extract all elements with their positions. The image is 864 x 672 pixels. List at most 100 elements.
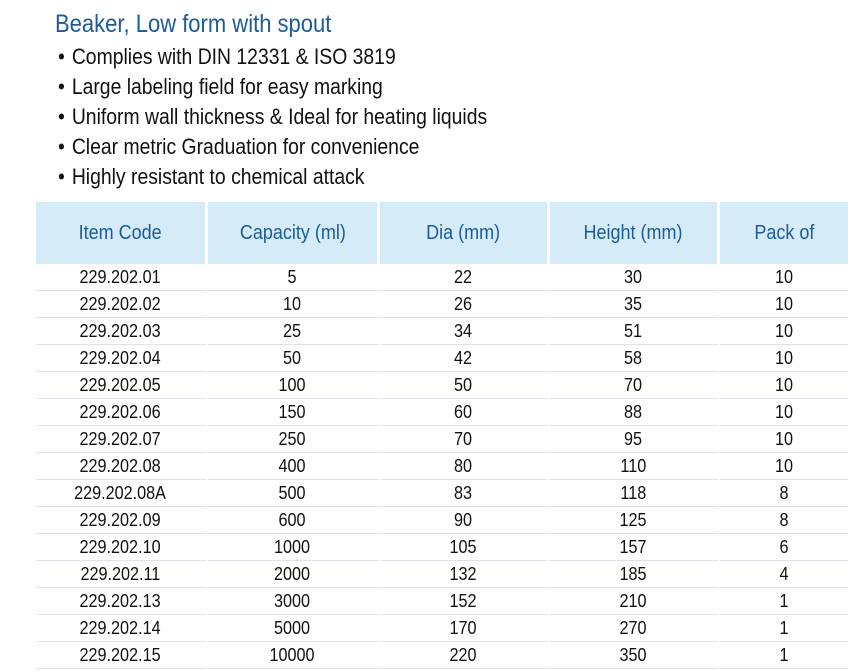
cell-text: 210 xyxy=(619,590,648,611)
header-text: Height (mm) xyxy=(583,221,683,244)
table-cell: 10 xyxy=(720,399,848,426)
table-cell: 90 xyxy=(380,507,550,534)
table-cell: 60 xyxy=(380,399,550,426)
table-cell: 229.202.08 xyxy=(36,453,208,480)
cell-text: 350 xyxy=(619,644,648,665)
cell-text: 229.202.13 xyxy=(79,590,162,611)
table-cell: 1000 xyxy=(208,534,380,561)
cell-text: 25 xyxy=(283,320,302,341)
cell-text: 8 xyxy=(779,482,789,503)
table-cell: 229.202.10 xyxy=(36,534,208,561)
table-cell: 229.202.14 xyxy=(36,615,208,642)
cell-text: 229.202.11 xyxy=(80,563,161,584)
table-cell: 229.202.03 xyxy=(36,318,208,345)
table-row: 229.202.01 5 22 30 10 xyxy=(36,264,848,291)
cell-text: 150 xyxy=(278,401,307,422)
table-cell: 185 xyxy=(550,561,720,588)
cell-text: 70 xyxy=(454,428,473,449)
cell-text: 10 xyxy=(774,401,794,422)
table-cell: 152 xyxy=(380,588,550,615)
table-cell: 229.202.08A xyxy=(36,480,208,507)
header-cell: Dia (mm) xyxy=(380,202,550,264)
cell-text: 152 xyxy=(449,590,478,611)
table-cell: 10000 xyxy=(208,642,380,669)
cell-text: 5 xyxy=(287,266,297,287)
table-cell: 42 xyxy=(380,345,550,372)
header-text: Dia (mm) xyxy=(426,221,501,244)
table-cell: 8 xyxy=(720,507,848,534)
cell-text: 42 xyxy=(454,347,473,368)
cell-text: 500 xyxy=(278,482,307,503)
cell-text: 105 xyxy=(449,536,478,557)
table-row: 229.202.09 600 90 125 8 xyxy=(36,507,848,534)
table-cell: 88 xyxy=(550,399,720,426)
table-cell: 8 xyxy=(720,480,848,507)
cell-text: 229.202.03 xyxy=(79,320,162,341)
table-cell: 30 xyxy=(550,264,720,291)
bullet: Complies with DIN 12331 & ISO 3819 xyxy=(58,43,487,73)
cell-text: 170 xyxy=(449,617,478,638)
bullet: Large labeling field for easy marking xyxy=(58,73,487,103)
table-cell: 229.202.04 xyxy=(36,345,208,372)
table-row: 229.202.15 10000 220 350 1 xyxy=(36,642,848,669)
table-cell: 10 xyxy=(720,318,848,345)
cell-text: 229.202.01 xyxy=(79,266,162,287)
spec-table: Item Code Capacity (ml) Dia (mm) Height (mm… xyxy=(36,202,848,669)
cell-text: 229.202.15 xyxy=(79,644,162,665)
cell-text: 26 xyxy=(454,293,473,314)
cell-text: 1000 xyxy=(274,536,311,557)
cell-text: 229.202.02 xyxy=(79,293,162,314)
table-cell: 95 xyxy=(550,426,720,453)
header-cell: Capacity (ml) xyxy=(208,202,380,264)
cell-text: 600 xyxy=(278,509,307,530)
cell-text: 8 xyxy=(779,509,789,530)
table-cell: 229.202.07 xyxy=(36,426,208,453)
table-cell: 229.202.02 xyxy=(36,291,208,318)
table-cell: 26 xyxy=(380,291,550,318)
table-row: 229.202.05 100 50 70 10 xyxy=(36,372,848,399)
table-cell: 118 xyxy=(550,480,720,507)
cell-text: 3000 xyxy=(274,590,311,611)
table-cell: 229.202.01 xyxy=(36,264,208,291)
table-row: 229.202.11 2000 132 185 4 xyxy=(36,561,848,588)
table-cell: 4 xyxy=(720,561,848,588)
table-row: 229.202.14 5000 170 270 1 xyxy=(36,615,848,642)
table-cell: 80 xyxy=(380,453,550,480)
table-cell: 83 xyxy=(380,480,550,507)
table-cell: 34 xyxy=(380,318,550,345)
table-cell: 35 xyxy=(550,291,720,318)
cell-text: 10 xyxy=(774,320,794,341)
header-text: Item Code xyxy=(78,221,163,244)
table-cell: 229.202.06 xyxy=(36,399,208,426)
cell-text: 229.202.06 xyxy=(79,401,162,422)
table-row: 229.202.07 250 70 95 10 xyxy=(36,426,848,453)
table-cell: 210 xyxy=(550,588,720,615)
table-cell: 132 xyxy=(380,561,550,588)
cell-text: 88 xyxy=(624,401,643,422)
table-cell: 51 xyxy=(550,318,720,345)
cell-text: 90 xyxy=(454,509,473,530)
table-row: 229.202.04 50 42 58 10 xyxy=(36,345,848,372)
table-cell: 500 xyxy=(208,480,380,507)
title: Beaker, Low form with spout xyxy=(55,10,332,38)
table-cell: 70 xyxy=(380,426,550,453)
table-cell: 270 xyxy=(550,615,720,642)
header-cell: Item Code xyxy=(36,202,208,264)
cell-text: 10000 xyxy=(269,644,316,665)
cell-text: 10 xyxy=(774,455,794,476)
cell-text: 1 xyxy=(779,644,789,665)
table-cell: 1 xyxy=(720,588,848,615)
cell-text: 220 xyxy=(449,644,478,665)
header-text: Capacity (ml) xyxy=(239,221,346,244)
cell-text: 51 xyxy=(624,320,643,341)
cell-text: 229.202.08A xyxy=(74,482,167,503)
bullet: Highly resistant to chemical attack xyxy=(58,163,487,193)
cell-text: 229.202.08 xyxy=(79,455,162,476)
cell-text: 132 xyxy=(449,563,478,584)
table-cell: 10 xyxy=(208,291,380,318)
table-cell: 600 xyxy=(208,507,380,534)
table-cell: 229.202.09 xyxy=(36,507,208,534)
cell-text: 35 xyxy=(624,293,643,314)
cell-text: 10 xyxy=(774,374,794,395)
